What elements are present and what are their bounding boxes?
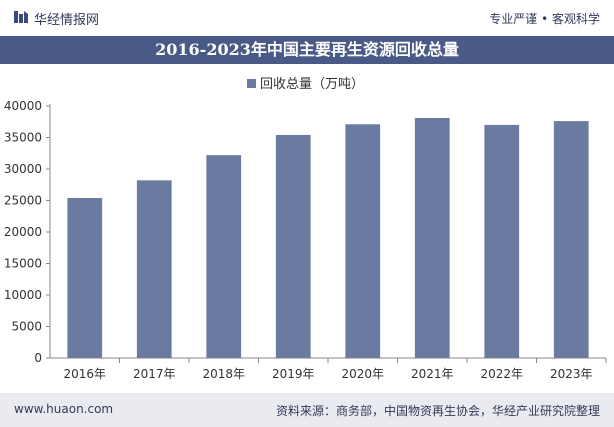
y-tick-label: 35000 bbox=[4, 131, 42, 145]
legend-label: 回收总量（万吨） bbox=[260, 77, 364, 92]
y-tick-label: 40000 bbox=[4, 99, 42, 113]
y-tick-label: 15000 bbox=[4, 257, 42, 271]
bar bbox=[206, 155, 242, 358]
source-note: 资料来源：商务部，中国物资再生协会，华经产业研究院整理 bbox=[275, 404, 600, 418]
header: 华经情报网 专业严谨 • 客观科学 bbox=[0, 0, 614, 36]
y-tick-label: 20000 bbox=[4, 225, 42, 239]
brand-name: 华经情报网 bbox=[34, 13, 100, 28]
bar bbox=[553, 121, 589, 358]
y-tick-label: 25000 bbox=[4, 194, 42, 208]
bar bbox=[414, 117, 450, 358]
bar bbox=[345, 124, 381, 358]
chart-title: 2016-2023年中国主要再生资源回收总量 bbox=[0, 36, 614, 64]
bar bbox=[275, 134, 311, 358]
bar bbox=[484, 124, 520, 359]
x-tick-label: 2019年 bbox=[272, 367, 315, 381]
x-tick-label: 2018年 bbox=[202, 367, 245, 381]
x-tick-label: 2016年 bbox=[63, 367, 106, 381]
footer: www.huaon.com 资料来源：商务部，中国物资再生协会，华经产业研究院整… bbox=[0, 393, 614, 427]
bar bbox=[136, 180, 172, 358]
y-tick-label: 0 bbox=[34, 351, 42, 365]
y-tick-label: 30000 bbox=[4, 162, 42, 176]
x-tick-label: 2017年 bbox=[133, 367, 176, 381]
bar bbox=[67, 197, 103, 358]
logo-icon bbox=[14, 11, 28, 23]
y-tick-label: 5000 bbox=[11, 320, 42, 334]
x-tick-label: 2022年 bbox=[480, 367, 523, 381]
x-tick-label: 2023年 bbox=[550, 367, 593, 381]
y-tick-label: 10000 bbox=[4, 288, 42, 302]
bar-chart: 回收总量（万吨） 0 5000 10000 15000 20000 25000 30000 35… bbox=[4, 77, 607, 381]
x-tick-label: 2020年 bbox=[341, 367, 384, 381]
legend-swatch bbox=[247, 79, 256, 88]
tagline: 专业严谨 • 客观科学 bbox=[489, 12, 600, 26]
footer-url[interactable]: www.huaon.com bbox=[14, 402, 114, 416]
x-tick-label: 2021年 bbox=[411, 367, 454, 381]
